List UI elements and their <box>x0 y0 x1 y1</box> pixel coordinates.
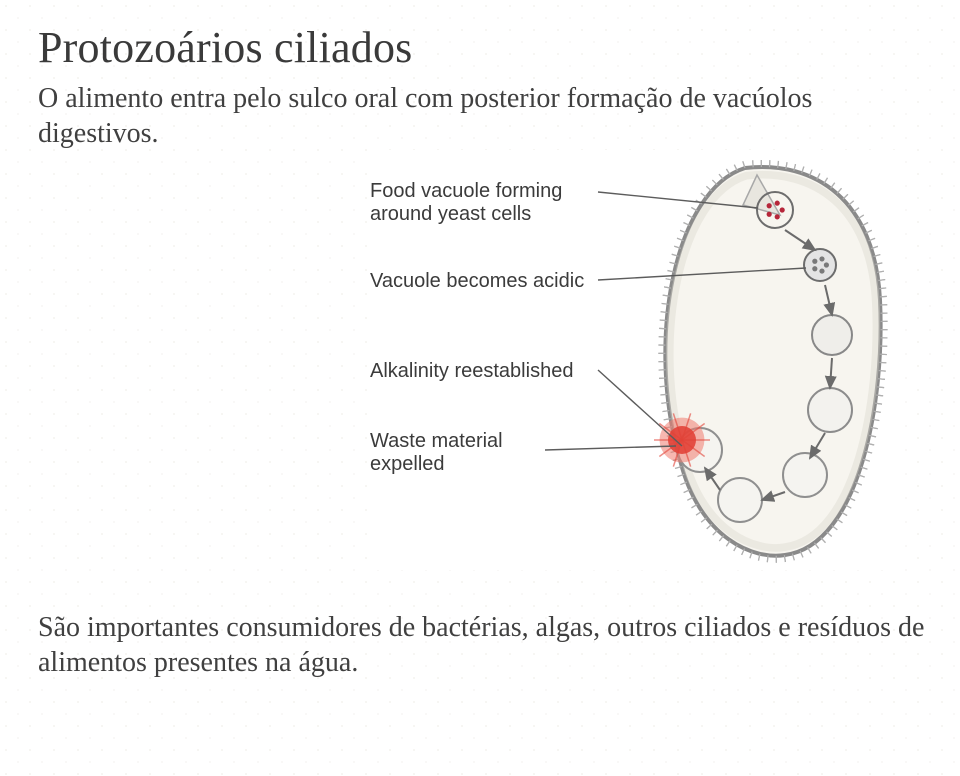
diagram-svg <box>370 150 900 570</box>
paramecium-diagram: Food vacuole forming around yeast cells … <box>370 150 900 570</box>
slide: Protozoários ciliados O alimento entra p… <box>0 0 960 776</box>
page-title: Protozoários ciliados <box>38 22 922 73</box>
footer-text: São importantes consumidores de bactéria… <box>38 610 960 680</box>
intro-text: O alimento entra pelo sulco oral com pos… <box>38 81 922 151</box>
